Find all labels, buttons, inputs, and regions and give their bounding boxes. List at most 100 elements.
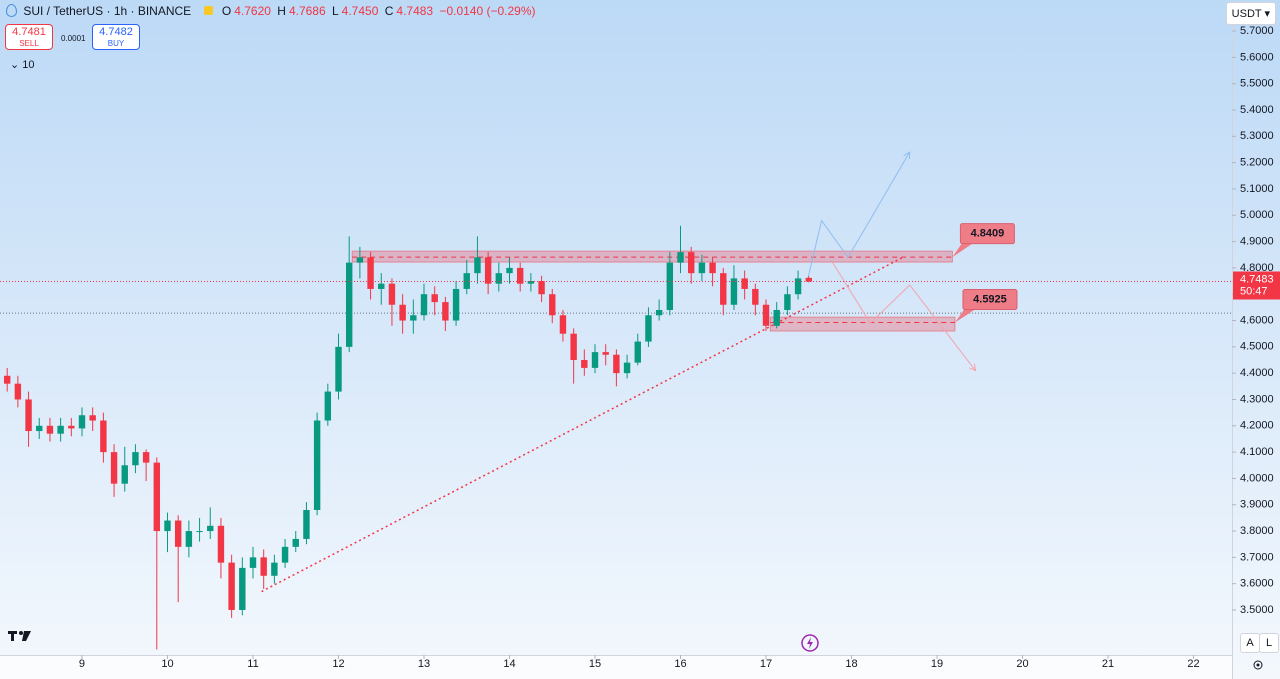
candle-body	[14, 383, 22, 400]
candle-body	[356, 257, 364, 263]
candle-body	[730, 278, 738, 305]
ohlc-value: 4.7450	[341, 4, 379, 18]
candle-body	[762, 304, 770, 326]
candle-body	[57, 425, 64, 434]
candle-body	[741, 278, 748, 289]
y-tick-label: 5.5000	[1240, 78, 1274, 90]
sell-button[interactable]: 4.7481 SELL	[5, 24, 53, 50]
candle-body	[773, 310, 780, 326]
trendline	[261, 256, 904, 593]
candle-body	[378, 283, 385, 289]
y-tick-label: 3.6000	[1240, 578, 1274, 590]
auto-scale-button[interactable]: A	[1240, 633, 1260, 653]
x-tick-label: 17	[760, 658, 772, 670]
candle-body	[249, 557, 257, 568]
y-tick-label: 4.3000	[1240, 393, 1274, 405]
candle-body	[720, 273, 727, 305]
candle-body	[420, 294, 428, 316]
projection-path	[807, 151, 911, 279]
x-axis-band	[0, 655, 1232, 679]
indicators-toggle[interactable]: ⌄ 10	[10, 58, 35, 71]
buy-price: 4.7482	[99, 26, 133, 38]
candle-body	[239, 567, 246, 610]
candle-body	[410, 315, 417, 321]
x-tick-label: 22	[1187, 658, 1199, 670]
symbol-title: SUI / TetherUS · 1h · BINANCE	[23, 4, 192, 18]
x-tick-label: 19	[931, 658, 943, 670]
x-tick-label: 13	[418, 658, 430, 670]
candle-body	[292, 538, 299, 547]
y-tick-label: 4.5000	[1240, 341, 1274, 353]
candle-body	[388, 283, 396, 305]
candle-body	[655, 310, 663, 316]
currency-label: USDT	[1231, 8, 1262, 20]
candle-body	[784, 294, 791, 310]
buy-button[interactable]: 4.7482 BUY	[92, 24, 140, 50]
candle-body	[581, 360, 588, 368]
candle-body	[549, 294, 556, 316]
candle-body	[324, 391, 332, 421]
ohlc-label: C	[384, 4, 394, 18]
candle-body	[687, 252, 695, 274]
settings-icon[interactable]	[1253, 660, 1263, 670]
candle-body	[46, 425, 54, 434]
candle-body	[559, 315, 567, 334]
candle-body	[271, 562, 278, 576]
currency-button[interactable]: USDT ▾	[1225, 2, 1276, 25]
candle-body	[185, 531, 193, 547]
spread: 0.0001	[61, 34, 86, 43]
projection-arrowhead	[903, 151, 911, 160]
x-tick-label: 10	[161, 658, 173, 670]
y-tick-label: 4.6000	[1240, 314, 1274, 326]
candle-body	[367, 257, 374, 289]
zone	[351, 250, 953, 263]
buy-label: BUY	[107, 39, 125, 48]
candle-body	[463, 273, 470, 289]
candle-body	[260, 557, 267, 576]
plot: 4.8409 4.5925	[0, 151, 1232, 650]
y-tick-label: 4.4000	[1240, 367, 1274, 379]
y-tick-label: 3.9000	[1240, 499, 1274, 511]
candle-body	[570, 333, 577, 360]
candle-body	[345, 262, 353, 347]
candle-body	[677, 252, 684, 263]
zone-label: 4.8409	[971, 228, 1005, 240]
candle-body	[3, 375, 11, 384]
symbol-icon	[6, 4, 17, 17]
x-tick-label: 9	[79, 658, 85, 670]
x-tick-label: 14	[503, 658, 515, 670]
x-tick-label: 15	[589, 658, 601, 670]
candle-body	[281, 546, 289, 563]
candle-body	[645, 315, 652, 342]
y-tick-label: 5.0000	[1240, 209, 1274, 221]
candle-body	[121, 465, 128, 484]
y-tick-label: 4.2000	[1240, 420, 1274, 432]
chevron: ⌄	[10, 59, 23, 71]
y-tick-label: 4.9000	[1240, 235, 1274, 247]
candle-body	[506, 267, 513, 274]
y-tick-label: 4.0000	[1240, 472, 1274, 484]
candle-body	[474, 257, 481, 274]
zone	[769, 316, 956, 332]
candle-body	[623, 362, 631, 374]
lightning-icon[interactable]	[801, 634, 819, 652]
candle-body	[634, 341, 641, 363]
candle-body	[174, 520, 182, 547]
sell-price: 4.7481	[12, 26, 46, 38]
candle-body	[68, 425, 75, 429]
countdown-label: 50:47	[1240, 285, 1268, 297]
ohlc-value: 4.7483	[396, 4, 434, 18]
x-tick-label: 12	[332, 658, 344, 670]
candle-body	[36, 425, 43, 432]
candle-body	[538, 281, 545, 295]
tv-logo	[8, 631, 31, 641]
change: −0.0140 (−0.29%)	[439, 4, 536, 18]
log-scale-button[interactable]: L	[1259, 633, 1279, 653]
candle-body	[313, 420, 321, 510]
y-tick-label: 3.5000	[1240, 604, 1274, 616]
y-tick-label: 4.1000	[1240, 446, 1274, 458]
